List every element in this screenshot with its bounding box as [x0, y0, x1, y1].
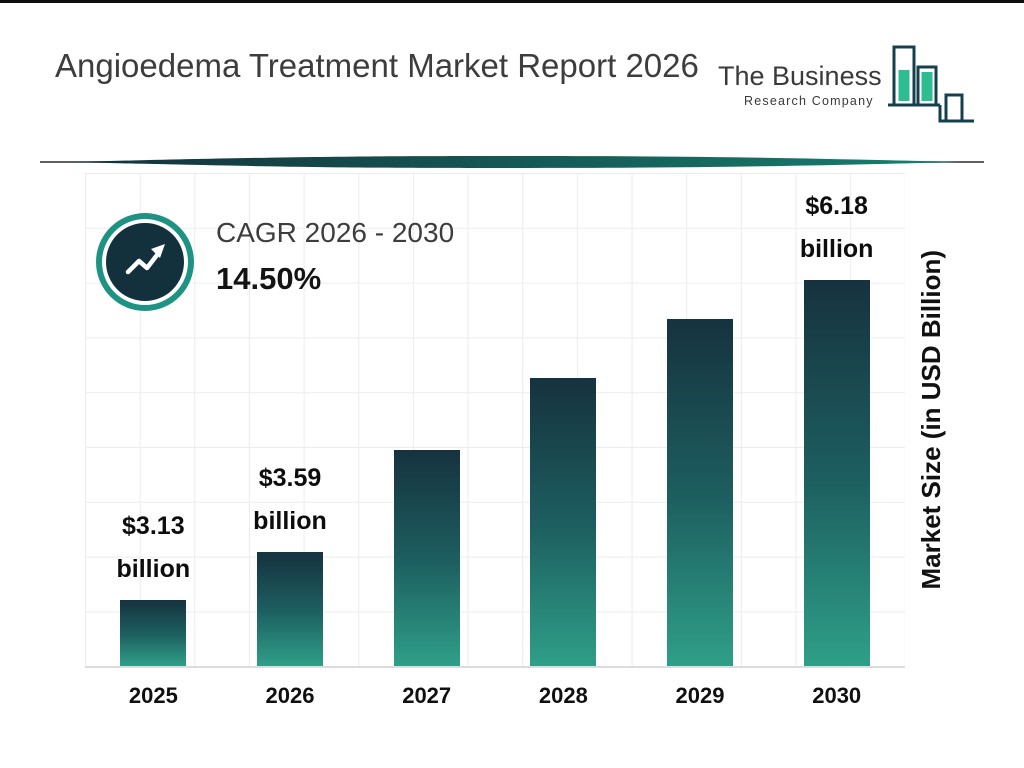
- x-tick-2027: 2027: [402, 683, 452, 708]
- x-axis: 2025 2026 2027 2028 2029 2030: [85, 683, 905, 709]
- x-tick-2028: 2028: [538, 683, 588, 708]
- cagr-text: CAGR 2026 - 2030 14.50%: [216, 213, 454, 297]
- logo-text-line1: The Business: [718, 61, 882, 91]
- bar-slot-2026: $3.59 billion: [222, 173, 359, 666]
- bar-2025: [120, 600, 187, 666]
- company-logo: The Business Research Company: [718, 37, 976, 129]
- bar-slot-2028: [495, 173, 632, 666]
- bar-2030: [803, 280, 870, 666]
- bar-slot-2030: $6.18 billion: [768, 173, 905, 666]
- y-axis-title-text: Market Size (in USD Billion): [915, 249, 946, 590]
- bar-slot-2029: [632, 173, 769, 666]
- divider-line: [40, 156, 984, 168]
- trend-up-icon: [102, 219, 188, 305]
- bar-slot-2025: $3.13 billion: [85, 173, 222, 666]
- logo-text-line2: Research Company: [744, 94, 874, 108]
- bar-value-label-2025: $3.13 billion: [116, 512, 191, 583]
- x-tick-2025: 2025: [128, 683, 178, 708]
- cagr-block: CAGR 2026 - 2030 14.50%: [96, 213, 454, 305]
- cagr-value: 14.50%: [216, 261, 322, 296]
- bar-2028: [530, 378, 597, 666]
- company-logo-graphic: The Business Research Company: [718, 45, 974, 123]
- bar-slot-2027: [358, 173, 495, 666]
- cagr-label: CAGR 2026 - 2030: [216, 217, 455, 248]
- x-tick-2026: 2026: [265, 683, 315, 708]
- bar-2029: [666, 319, 733, 666]
- x-tick-2030: 2030: [812, 683, 862, 708]
- plot-area: $3.13 billion $3.59 billion $6.18 billion: [85, 173, 905, 668]
- y-axis-title: Market Size (in USD Billion): [903, 173, 959, 666]
- x-tick-2029: 2029: [675, 683, 725, 708]
- bar-2027: [393, 450, 460, 666]
- logo-bars-icon: [888, 45, 974, 123]
- bar-2026: [256, 552, 323, 666]
- bar-value-label-2026: $3.59 billion: [253, 464, 327, 535]
- page-title: Angioedema Treatment Market Report 2026: [55, 47, 699, 84]
- bar-value-label-2030: $6.18 billion: [799, 192, 874, 263]
